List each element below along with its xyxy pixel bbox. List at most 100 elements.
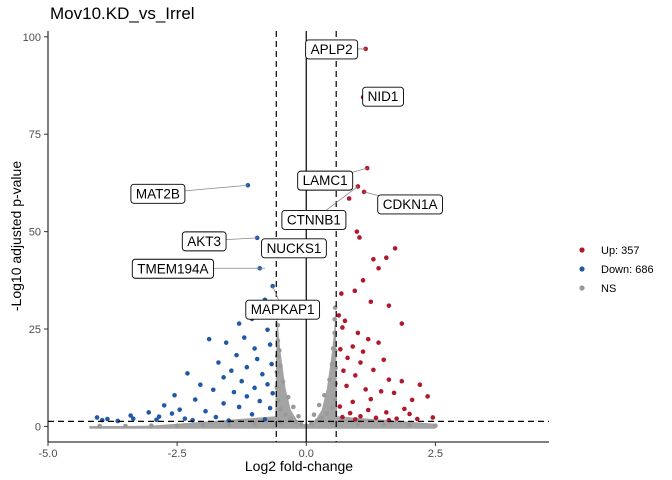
point-down	[216, 360, 221, 365]
point-down	[252, 346, 257, 351]
point-down	[221, 375, 226, 380]
x-tick-label: 0.0	[299, 448, 314, 460]
gene-label-box	[362, 86, 404, 107]
point-ns	[327, 377, 332, 382]
point-down	[223, 340, 229, 345]
point-ns	[316, 402, 322, 408]
gene-label: TMEM194A	[131, 258, 265, 279]
point-down	[236, 321, 242, 326]
gene-label-text: MAT2B	[136, 186, 180, 201]
point-ns	[97, 423, 102, 429]
point-up	[392, 246, 398, 251]
y-axis-title: -Log10 adjusted p-value	[8, 161, 24, 311]
chart-title: Mov10.KD_vs_Irrel	[50, 4, 195, 23]
point-up	[407, 411, 412, 417]
y-tick-label: 100	[23, 32, 41, 44]
point-up	[409, 397, 415, 403]
gene-label: NUCKS1	[261, 238, 327, 259]
point-up	[350, 344, 356, 349]
point-down	[105, 416, 110, 422]
point-down	[229, 368, 234, 374]
point-up	[353, 373, 358, 378]
legend-label-ns: NS	[601, 283, 616, 295]
point-ns	[309, 421, 314, 426]
point-up	[376, 340, 381, 345]
point-ns	[148, 423, 154, 428]
point-up	[345, 355, 350, 361]
point-down	[265, 382, 270, 387]
point-down	[206, 336, 212, 342]
y-tick-label: 50	[29, 227, 41, 239]
x-tick-label: -2.5	[168, 448, 187, 460]
point-up	[363, 387, 368, 392]
gene-label: NID1	[362, 86, 404, 107]
point-down	[239, 378, 244, 384]
ns-density-cloud	[89, 313, 436, 429]
gene-label-text: CDKN1A	[383, 197, 438, 212]
point-up	[368, 396, 374, 402]
point-down	[269, 361, 274, 367]
point-up	[365, 336, 371, 342]
point-down	[270, 391, 275, 396]
point-up	[378, 389, 384, 394]
point-up	[376, 265, 381, 271]
gene-label: MAPKAP1	[245, 286, 321, 320]
legend-swatch-down	[579, 266, 585, 272]
point-down	[115, 418, 121, 424]
point-up	[339, 291, 344, 296]
point-down	[169, 411, 175, 416]
point-up	[340, 414, 345, 420]
y-axis-ticks: 0 25 50 75 100	[23, 32, 48, 433]
point-up	[341, 368, 346, 374]
gene-label: CTNNB1	[281, 186, 359, 230]
point-down	[257, 398, 263, 404]
legend-label-down: Down: 686	[601, 264, 654, 276]
point-up	[368, 299, 374, 305]
point-up	[381, 357, 387, 363]
point-down	[198, 382, 203, 388]
point-down	[260, 371, 265, 377]
gene-label-box	[130, 183, 186, 204]
point-up	[365, 407, 371, 413]
point-up	[360, 349, 366, 354]
gene-label-text: LAMC1	[303, 173, 348, 188]
y-tick-label: 75	[29, 129, 41, 141]
point-down	[254, 356, 260, 362]
point-up	[399, 321, 405, 326]
point-down	[231, 389, 237, 395]
point-up	[371, 367, 376, 373]
point-down	[130, 416, 136, 421]
point-ns	[298, 421, 304, 427]
point-up	[364, 165, 370, 171]
point-down	[213, 414, 219, 420]
gene-label: CDKN1A	[363, 191, 443, 215]
y-tick-label: 0	[35, 421, 41, 433]
point-up	[340, 325, 345, 330]
gene-label-text: NID1	[368, 89, 399, 104]
x-axis-ticks: -5.0 -2.5 0.0 2.5	[39, 442, 443, 460]
point-ns	[277, 348, 282, 353]
plot-area: APLP2 NID1 LAMC1 CDKN1A CTNNB1 MAT2B AKT3 NUCKS…	[48, 31, 549, 442]
point-down	[265, 327, 270, 333]
point-down	[146, 410, 152, 415]
y-tick-label: 25	[29, 324, 41, 336]
point-down	[226, 418, 232, 423]
point-ns	[291, 404, 296, 410]
point-down	[241, 335, 247, 340]
point-up	[371, 256, 376, 262]
point-ns	[293, 419, 299, 425]
point-down	[156, 414, 162, 419]
point-ns	[407, 422, 412, 428]
gene-label-box	[245, 299, 321, 320]
point-down	[128, 413, 133, 418]
point-up	[414, 416, 420, 422]
point-down	[172, 392, 177, 398]
point-up	[386, 303, 392, 308]
gene-label-text: AKT3	[187, 234, 221, 249]
point-down	[262, 417, 268, 422]
gene-label-box	[281, 209, 347, 230]
point-down	[203, 408, 208, 414]
point-ns	[200, 422, 206, 428]
point-up	[394, 416, 399, 421]
point-ns	[330, 346, 336, 351]
